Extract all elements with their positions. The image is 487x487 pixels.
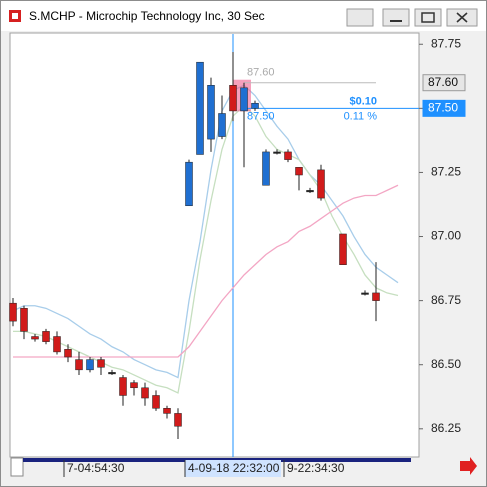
candle-body <box>284 151 292 160</box>
candle-body <box>196 61 204 155</box>
candle-body <box>152 395 160 409</box>
candle-body <box>9 302 17 322</box>
y-tick-label: 87.75 <box>431 36 461 50</box>
candle-body <box>174 413 182 427</box>
candle-body <box>163 408 171 414</box>
price-tag <box>422 99 466 117</box>
measure-start-label: 87.60 <box>247 67 275 79</box>
moving-average-line <box>12 84 399 379</box>
candle-body <box>42 331 50 342</box>
candle-body <box>64 349 72 358</box>
candle-body <box>75 359 83 371</box>
link-button[interactable] <box>346 8 374 27</box>
candle-body <box>317 169 325 199</box>
maximize-icon <box>421 12 435 23</box>
y-tick-label: 87.25 <box>431 165 461 179</box>
candle-body <box>185 161 193 207</box>
candle-body <box>273 151 281 154</box>
y-tick-label: 86.25 <box>431 421 461 435</box>
price-tag <box>422 74 466 92</box>
candle-body <box>97 359 105 368</box>
y-tick-label: 86.50 <box>431 357 461 371</box>
candle-body <box>130 382 138 389</box>
candle-body <box>251 102 259 109</box>
scroll-arrow[interactable] <box>460 457 477 475</box>
candle-body <box>240 87 248 112</box>
candle-body <box>53 336 61 353</box>
x-label-highlight <box>185 460 281 477</box>
candle-body <box>141 387 149 399</box>
y-tick-label: 87.00 <box>431 229 461 243</box>
candle-body <box>207 85 215 140</box>
candle-body <box>262 151 270 186</box>
candle-body <box>229 85 237 112</box>
candle-body <box>108 372 116 375</box>
candle-body <box>295 167 303 176</box>
candle-body <box>218 113 226 137</box>
measure-percent: 0.11 % <box>344 110 378 122</box>
x-tick-label: 9-22:34:30 <box>287 461 345 475</box>
candle-body <box>339 233 347 265</box>
measure-change: $0.10 <box>349 95 377 107</box>
moving-average-line <box>13 104 399 394</box>
price-tag-label: 87.60 <box>428 75 458 89</box>
candle-body <box>372 292 380 301</box>
app-icon-inner <box>12 13 18 19</box>
moving-average-line <box>13 184 399 358</box>
scroll-handle[interactable] <box>10 457 24 477</box>
maximize-button[interactable] <box>414 8 442 27</box>
candle-body <box>31 336 39 340</box>
candle-body <box>20 308 28 332</box>
candle-body <box>86 359 94 371</box>
y-tick-label: 86.75 <box>431 293 461 307</box>
candle-body <box>119 377 127 396</box>
minimize-button[interactable] <box>382 8 410 27</box>
candle-body <box>361 292 369 295</box>
x-tick-label: 4-09-18 22:32:00 <box>188 461 280 475</box>
measure-end-label: 87.50 <box>247 110 275 122</box>
close-icon <box>456 12 468 23</box>
window-title: S.MCHP - Microchip Technology Inc, 30 Se… <box>29 9 265 23</box>
candle-body <box>306 190 314 193</box>
price-tag-label: 87.50 <box>428 101 458 115</box>
x-tick-label: 7-04:54:30 <box>67 461 125 475</box>
